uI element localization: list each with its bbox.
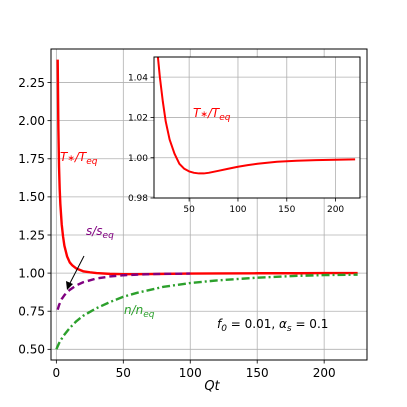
x-tick-label: 200: [313, 366, 336, 380]
main-axes-frame: [50, 48, 368, 361]
main-ticks: 0 50 100 150 200 0.50 0.75 1.00 1.25 1.50 1.75 2.00…: [18, 76, 335, 380]
y-tick-label: 0.50: [18, 343, 45, 357]
t-ratio-label: T∗/Teq: [60, 150, 98, 167]
s-ratio-label: s/seq: [86, 224, 114, 241]
x-tick-label: 100: [179, 366, 202, 380]
x-tick-label: 200: [327, 205, 344, 215]
y-tick-label: 2.00: [18, 114, 45, 128]
y-tick-label: 1.00: [18, 266, 45, 280]
x-tick-label: 150: [246, 366, 269, 380]
y-tick-label: 1.00: [128, 154, 148, 164]
inset-axes-frame: [153, 56, 361, 199]
inset-background: [154, 57, 360, 198]
y-tick-label: 1.75: [18, 152, 45, 166]
x-tick-label: 50: [116, 366, 131, 380]
x-tick-label: 50: [183, 205, 195, 215]
x-tick-label: 0: [53, 366, 61, 380]
n-ratio-label: n/neq: [124, 303, 155, 320]
annotation-arrow: [66, 255, 85, 290]
series-line: [55, 273, 358, 350]
y-tick-label: 1.02: [128, 114, 148, 124]
y-tick-label: 0.75: [18, 305, 45, 319]
main-plot-area: [55, 59, 358, 350]
series-line: [156, 57, 356, 175]
x-tick-label: 100: [229, 205, 246, 215]
y-tick-label: 2.25: [18, 76, 45, 90]
inset-ticks: 50 100 150 200 0.98 1.00 1.02 1.04: [128, 73, 344, 215]
y-tick-label: 1.25: [18, 228, 45, 242]
series-line: [56, 59, 358, 276]
parameter-annotation: f0 = 0.01, αs = 0.1: [217, 317, 328, 334]
x-tick-label: 150: [278, 205, 295, 215]
series-line: [56, 272, 191, 311]
inset-plot-area: [156, 57, 356, 175]
x-axis-label: Qt: [204, 379, 220, 394]
y-tick-label: 1.04: [128, 73, 148, 83]
y-tick-label: 1.50: [18, 190, 45, 204]
y-tick-label: 0.98: [128, 194, 148, 204]
